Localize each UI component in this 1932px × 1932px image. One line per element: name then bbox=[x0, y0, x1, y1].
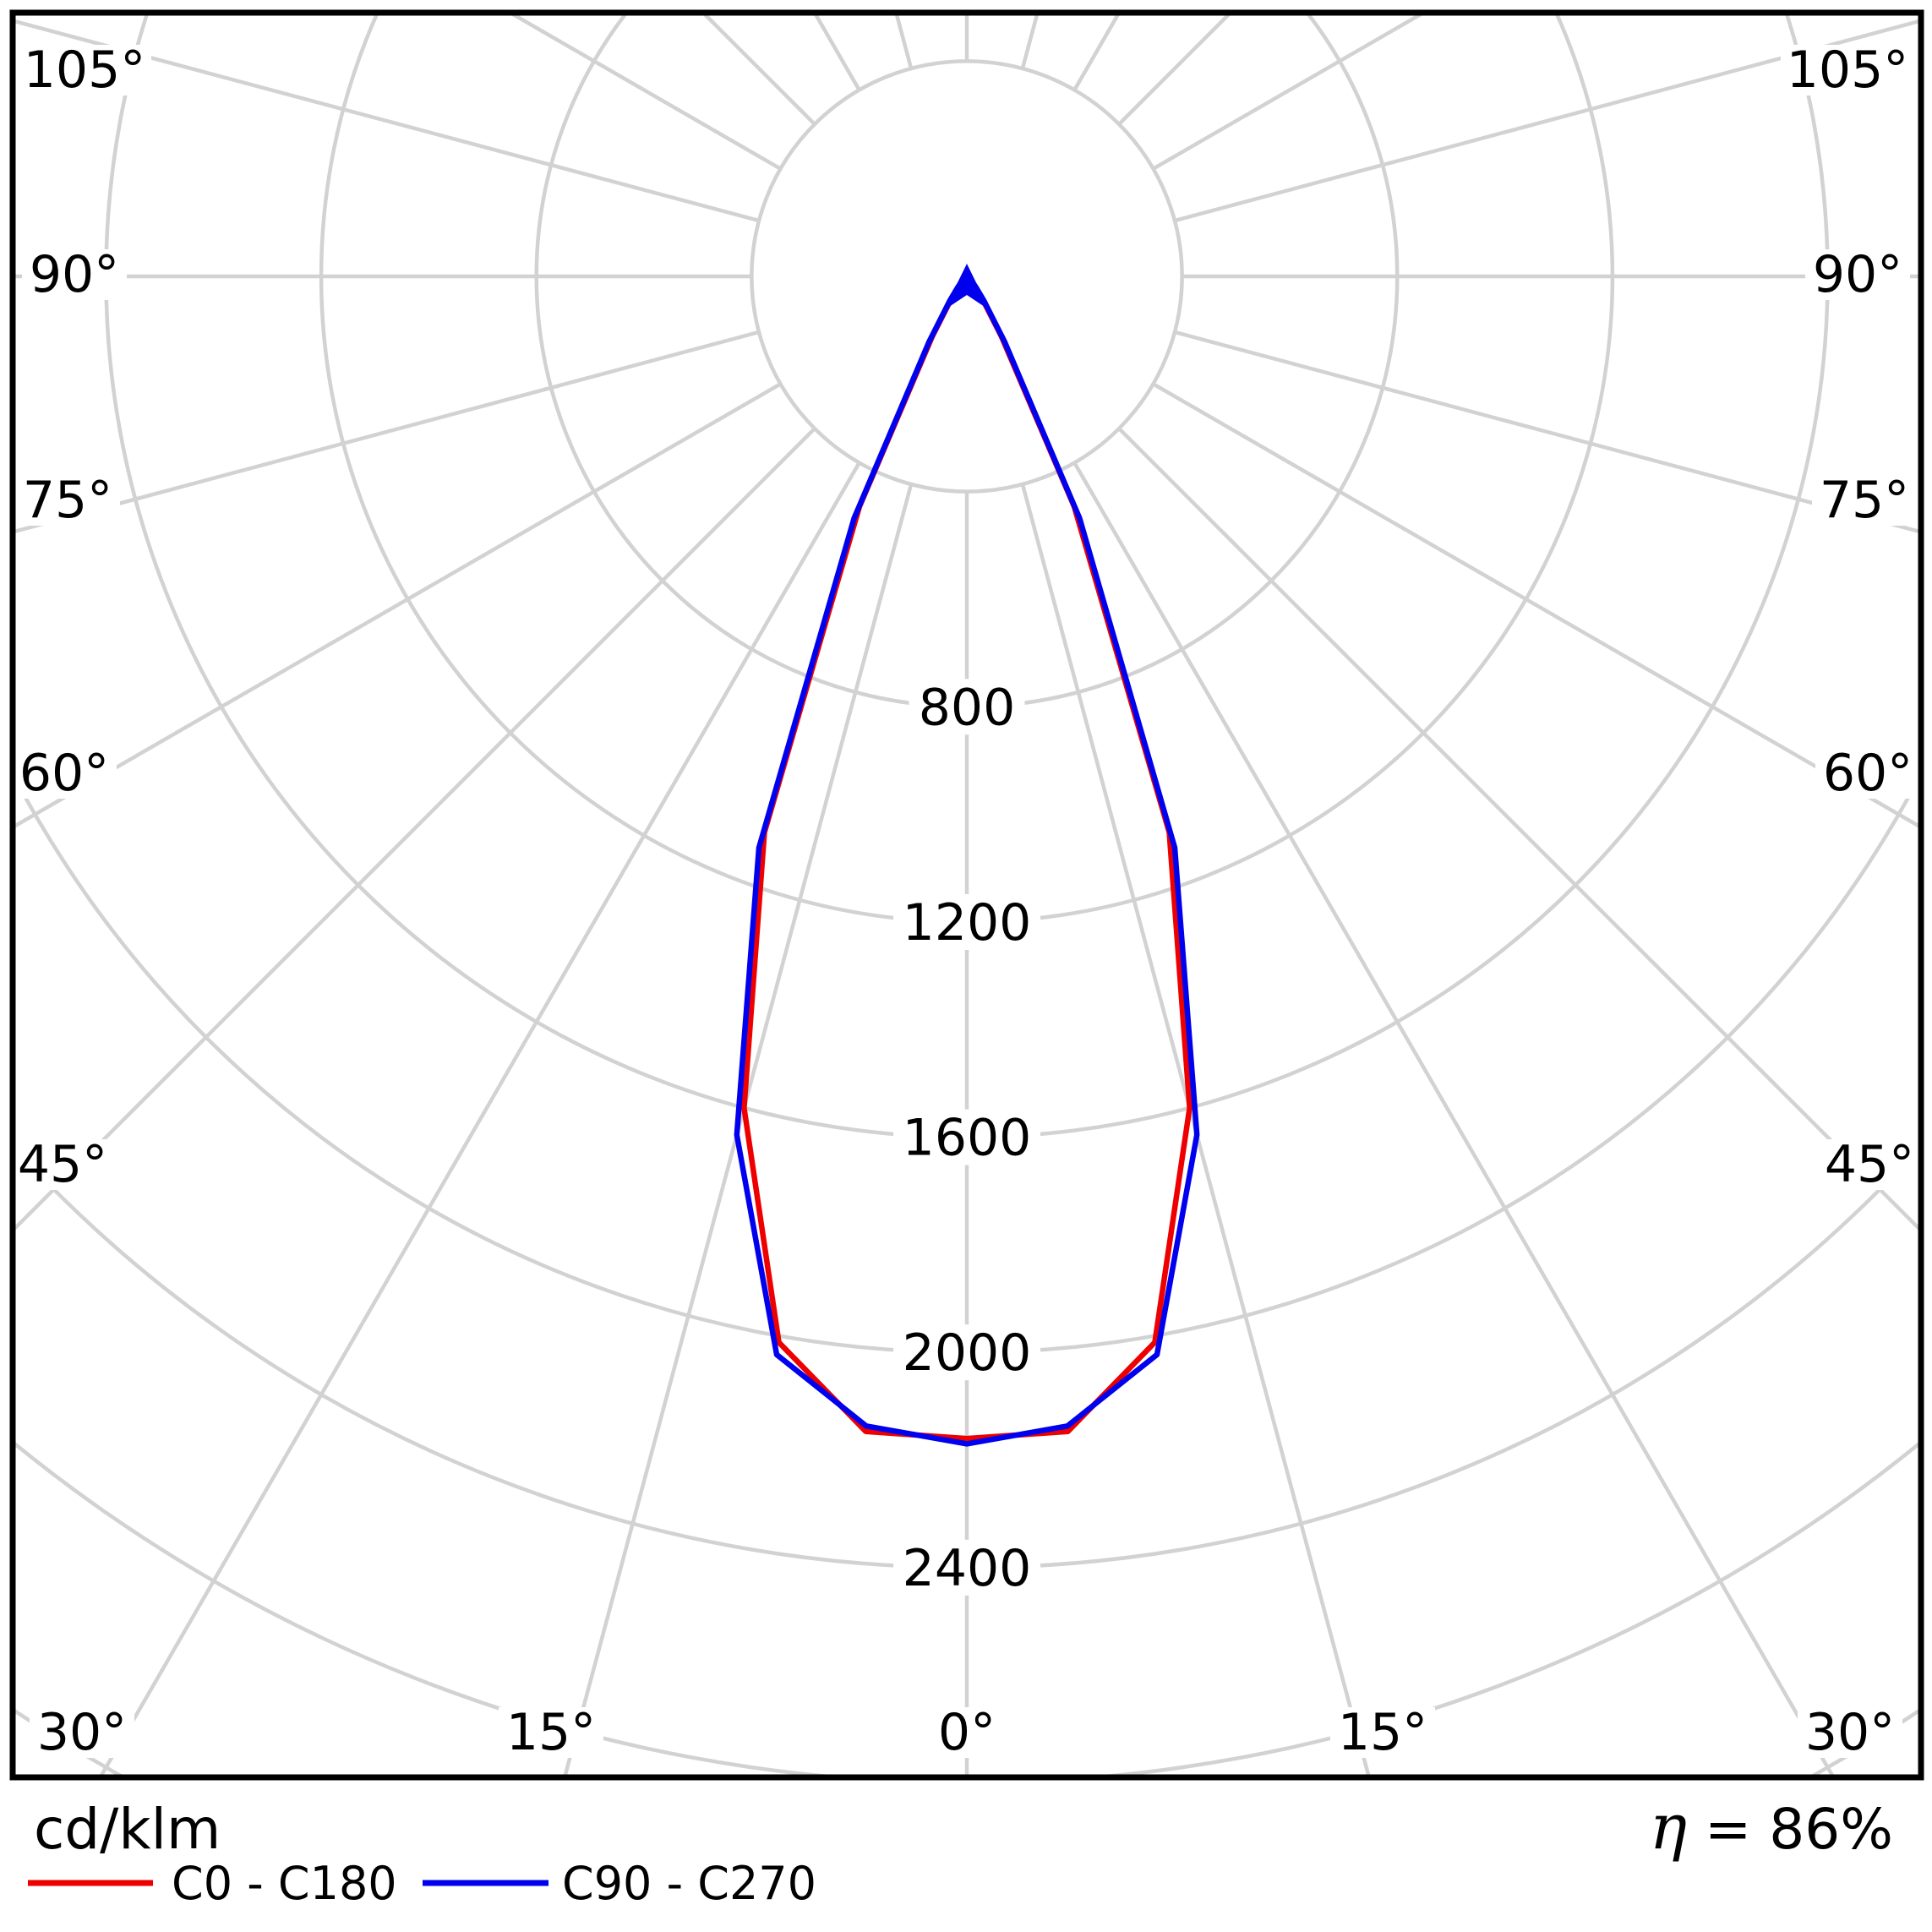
legend-label-c0-c180: C0 - C180 bbox=[172, 1857, 397, 1910]
angle-label-bg bbox=[1330, 1707, 1435, 1758]
grid-radial-30 bbox=[1072, 461, 1835, 1775]
angle-label-60°: 60° bbox=[19, 744, 109, 803]
ring-label-2400: 2400 bbox=[903, 1539, 1032, 1598]
angle-label-75°: 75° bbox=[23, 471, 112, 530]
grid-radial-60 bbox=[1152, 382, 1918, 828]
angle-label-90°: 90° bbox=[30, 245, 119, 304]
angle-label-bg bbox=[15, 475, 120, 526]
angle-label-15°: 15° bbox=[1338, 1703, 1427, 1762]
angle-label-bg bbox=[499, 1707, 603, 1758]
beam-arrow-icon bbox=[944, 264, 990, 310]
angle-label-bg bbox=[30, 1707, 134, 1758]
ring-label-bg bbox=[893, 1109, 1040, 1165]
efficiency-label: η = 86% bbox=[1650, 1791, 1893, 1864]
ring-label-2000: 2000 bbox=[903, 1323, 1032, 1383]
ring-label-1600: 1600 bbox=[903, 1109, 1032, 1168]
grid-radial-75 bbox=[1174, 330, 1918, 534]
ring-value-labels: 800 1200 1600 2000 2400 bbox=[893, 678, 1040, 1598]
angle-label-45°: 45° bbox=[1825, 1135, 1914, 1194]
grid-radial-315 bbox=[15, 427, 816, 1231]
angle-label-15°: 15° bbox=[506, 1703, 596, 1762]
angle-label-0°: 0° bbox=[938, 1703, 996, 1762]
ring-label-bg bbox=[909, 679, 1025, 735]
angle-label-105°: 105° bbox=[1787, 41, 1909, 100]
angle-label-45°: 45° bbox=[18, 1135, 107, 1194]
grid-radial-345 bbox=[563, 483, 914, 1775]
angle-label-105°: 105° bbox=[24, 41, 146, 100]
grid-radial-15 bbox=[1020, 483, 1371, 1775]
angle-label-bg bbox=[22, 249, 127, 300]
plot-border bbox=[9, 9, 1924, 1781]
angle-label-bg bbox=[1817, 1139, 1922, 1190]
ring-label-800: 800 bbox=[919, 678, 1016, 737]
angle-label-bg bbox=[12, 748, 117, 799]
angle-label-75°: 75° bbox=[1820, 471, 1909, 530]
grid-radial-255 bbox=[15, 19, 760, 223]
ring-label-bg bbox=[893, 1539, 1040, 1596]
angle-label-30°: 30° bbox=[1805, 1703, 1895, 1762]
angle-label-bg bbox=[1815, 748, 1920, 799]
ring-label-bg bbox=[893, 1324, 1040, 1381]
angle-label-bg bbox=[1781, 45, 1914, 96]
grid-radial-300 bbox=[15, 382, 782, 828]
ring-label-1200: 1200 bbox=[903, 893, 1032, 952]
grid-radial-330 bbox=[99, 461, 861, 1775]
efficiency-symbol: η bbox=[1650, 1791, 1687, 1864]
angle-label-bg bbox=[10, 1139, 115, 1190]
angle-label-bg bbox=[1805, 249, 1910, 300]
angle-label-60°: 60° bbox=[1823, 744, 1913, 803]
legend: C0 - C180 C90 - C270 bbox=[28, 1857, 816, 1910]
legend-label-c90-c270: C90 - C270 bbox=[562, 1857, 816, 1910]
angle-label-30°: 30° bbox=[37, 1703, 127, 1762]
ring-label-bg bbox=[893, 893, 1040, 950]
unit-label: cd/klm bbox=[34, 1797, 221, 1862]
grid-radial-45 bbox=[1117, 427, 1918, 1231]
angle-label-bg bbox=[1812, 475, 1917, 526]
efficiency-value: = 86% bbox=[1687, 1797, 1893, 1862]
angle-label-bg bbox=[929, 1707, 1005, 1758]
angle-labels: 105° 105° 90° 90° 75° 75° 60° 60° 45° 45° 30° 15° 0°… bbox=[10, 41, 1922, 1762]
grid-radial-285 bbox=[15, 330, 760, 534]
angle-label-bg bbox=[1798, 1707, 1902, 1758]
angle-label-bg bbox=[18, 45, 151, 96]
angle-label-90°: 90° bbox=[1813, 245, 1902, 304]
grid-radial-105 bbox=[1174, 19, 1918, 223]
